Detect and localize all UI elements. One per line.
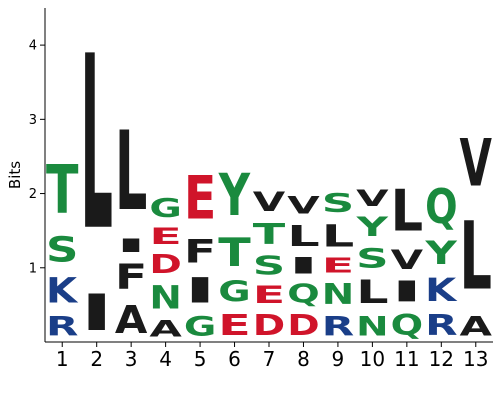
logo-letter-S-pos7: S <box>253 251 285 281</box>
logo-letter-G-pos6: G <box>218 276 250 309</box>
x-tick-label: 9 <box>332 347 345 371</box>
x-tick-label: 13 <box>463 347 488 371</box>
logo-letter-L-pos2: L <box>80 5 112 283</box>
x-tick-label: 12 <box>429 347 454 371</box>
logo-letter-R-pos1: R <box>46 311 78 342</box>
logo-letter-L-pos8: L <box>287 220 319 253</box>
x-tick-label: 6 <box>228 347 241 371</box>
logo-letter-A-pos13: A <box>460 311 493 342</box>
logo-letter-R-pos9: R <box>322 311 354 342</box>
logo-letter-E-pos5: E <box>184 163 216 233</box>
logo-letter-F-pos5: F <box>184 233 216 270</box>
x-axis-ticks: 1 2 3 4 5 6 7 8 9 10 11 12 13 <box>56 342 488 371</box>
logo-letter-Y-pos6: Y <box>218 162 251 230</box>
logo-letter-N-pos10: N <box>356 311 388 342</box>
logo-letter-G-pos4: G <box>149 193 181 223</box>
logo-letter-Q-pos12: Q <box>425 180 457 235</box>
logo-letter-V-pos13: V <box>460 125 493 201</box>
logo-letter-I-pos11: I <box>391 276 423 309</box>
x-tick-label: 1 <box>56 347 69 371</box>
logo-letter-D-pos7: D <box>253 309 285 342</box>
y-tick-label: 3 <box>29 113 37 128</box>
logo-letter-G-pos5: G <box>184 311 216 342</box>
x-tick-label: 5 <box>194 347 207 371</box>
logo-letter-Q-pos11: Q <box>391 309 423 342</box>
logo-letter-T-pos1: T <box>46 151 79 229</box>
plot-area: RKSTILAFILANDEGGIFEEGTYDESTVDQILVRNELSNL… <box>29 5 493 371</box>
logo-letter-R-pos12: R <box>425 310 457 343</box>
logo-letter-T-pos7: T <box>253 218 286 251</box>
x-tick-label: 4 <box>159 347 172 371</box>
logo-letter-N-pos4: N <box>149 280 181 317</box>
logo-letter-V-pos7: V <box>253 187 286 218</box>
letters-layer: RKSTILAFILANDEGGIFEEGTYDESTVDQILVRNELSNL… <box>46 5 493 342</box>
logo-letter-Y-pos10: Y <box>355 212 389 242</box>
logo-letter-K-pos1: K <box>46 270 79 311</box>
x-tick-label: 2 <box>90 347 103 371</box>
logo-letter-E-pos7: E <box>253 280 285 308</box>
y-tick-label: 1 <box>29 261 37 276</box>
logo-letter-D-pos8: D <box>287 309 319 342</box>
logo-letter-L-pos9: L <box>322 218 354 254</box>
logo-letter-L-pos3: L <box>115 108 147 235</box>
y-axis-title: Bits <box>6 161 24 189</box>
x-tick-label: 8 <box>297 347 310 371</box>
logo-letter-L-pos10: L <box>356 275 388 312</box>
y-axis-ticks: 1 2 3 4 <box>29 39 45 276</box>
logo-letter-T-pos6: T <box>218 230 251 276</box>
logo-letter-I-pos8: I <box>287 253 319 279</box>
logo-letter-S-pos10: S <box>356 243 388 274</box>
logo-letter-S-pos1: S <box>46 230 78 271</box>
logo-letter-K-pos12: K <box>425 271 458 309</box>
logo-letter-V-pos11: V <box>391 245 424 276</box>
y-tick-label: 4 <box>29 39 37 54</box>
logo-letter-D-pos4: D <box>149 249 181 279</box>
x-tick-label: 3 <box>125 347 138 371</box>
x-tick-label: 11 <box>394 347 419 371</box>
logo-letter-V-pos10: V <box>356 186 388 212</box>
x-tick-label: 7 <box>263 347 276 371</box>
logo-letter-V-pos8: V <box>287 192 320 220</box>
x-tick-label: 10 <box>360 347 385 371</box>
logo-letter-Y-pos12: Y <box>424 235 457 272</box>
logo-letter-L-pos11: L <box>391 178 423 244</box>
logo-letter-L-pos13: L <box>460 201 492 310</box>
logo-letter-Q-pos8: Q <box>287 279 319 309</box>
logo-letter-S-pos9: S <box>322 188 354 218</box>
logo-letter-I-pos2: I <box>80 284 112 342</box>
logo-letter-F-pos3: F <box>115 256 147 297</box>
logo-letter-E-pos9: E <box>322 254 354 278</box>
logo-letter-E-pos6: E <box>218 310 250 343</box>
logo-letter-I-pos5: I <box>184 270 216 311</box>
logo-letter-N-pos9: N <box>322 278 354 312</box>
logo-letter-I-pos3: I <box>115 235 147 256</box>
logo-letter-A-pos3: A <box>115 299 147 343</box>
y-tick-label: 2 <box>29 187 37 202</box>
logo-letter-A-pos4: A <box>149 316 181 342</box>
logo-letter-E-pos4: E <box>149 224 181 250</box>
